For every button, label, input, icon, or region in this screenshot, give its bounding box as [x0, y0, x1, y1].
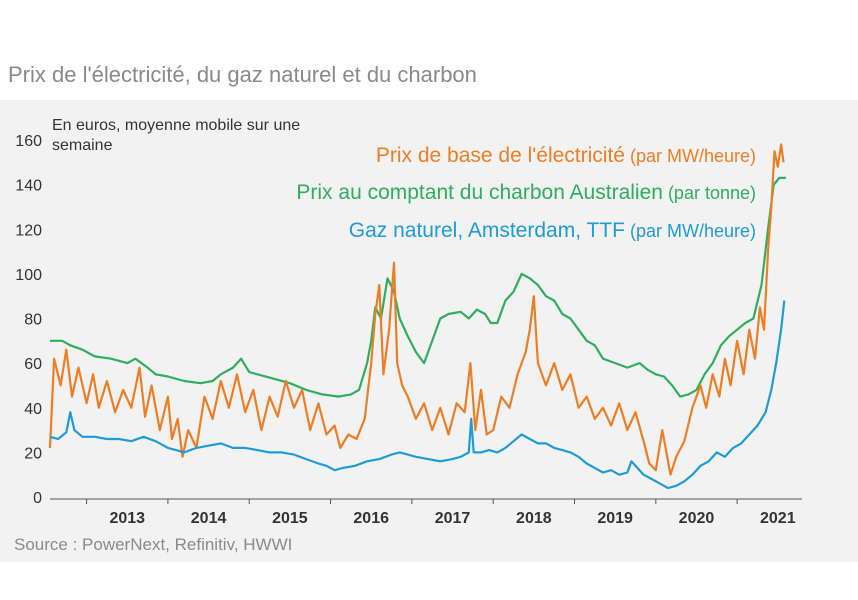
x-tick-label: 2019 [597, 510, 633, 527]
unit-note-line-2: semaine [52, 137, 113, 154]
legend-name: Prix au comptant du charbon Australien [296, 181, 663, 204]
y-tick-label: 80 [24, 312, 42, 329]
x-tick-label: 2015 [272, 510, 308, 527]
y-tick-label: 0 [33, 490, 42, 507]
y-tick-label: 120 [15, 222, 42, 239]
legend-unit: (par MW/heure) [625, 146, 756, 166]
x-tick-label: 2018 [516, 510, 552, 527]
chart-title: Prix de l'électricité, du gaz naturel et… [8, 62, 477, 87]
x-axis: 2013 2014 2015 2016 2017 2018 2019 2020 2021 [50, 498, 802, 527]
x-tick-label: 2020 [679, 510, 715, 527]
legend-item-2: Prix au comptant du charbon Australien (… [296, 181, 756, 204]
legend: Prix de base de l'électricité (par MW/he… [296, 144, 756, 242]
x-tick-label: 2014 [191, 510, 227, 527]
series-line-2 [50, 176, 786, 398]
series-line-3 [49, 300, 786, 490]
y-tick-label: 60 [24, 356, 42, 373]
y-tick-label: 40 [24, 401, 42, 418]
y-tick-label: 140 [15, 178, 42, 195]
source-note: Source : PowerNext, Refinitiv, HWWI [14, 535, 293, 554]
legend-item-3: Gaz naturel, Amsterdam, TTF (par MW/heur… [349, 219, 756, 242]
x-tick-label: 2021 [760, 510, 796, 527]
legend-unit: (par MW/heure) [625, 221, 756, 241]
y-tick-label: 160 [15, 133, 42, 150]
series-lines [48, 143, 786, 490]
legend-unit: (par tonne) [663, 183, 756, 203]
x-tick-label: 2016 [353, 510, 389, 527]
legend-name: Gaz naturel, Amsterdam, TTF [349, 219, 625, 242]
series-line-1 [48, 143, 785, 476]
x-tick-label: 2017 [435, 510, 471, 527]
unit-note-line-1: En euros, moyenne mobile sur une [52, 117, 300, 134]
y-tick-label: 100 [15, 267, 42, 284]
legend-item-1: Prix de base de l'électricité (par MW/he… [376, 144, 756, 167]
chart-panel: 0 20 40 60 80 100 120 140 160 2013 2014 2015 2016 20… [0, 100, 858, 562]
legend-name: Prix de base de l'électricité [376, 144, 625, 167]
x-tick-label: 2013 [109, 510, 145, 527]
y-tick-label: 20 [24, 445, 42, 462]
y-axis: 0 20 40 60 80 100 120 140 160 [15, 133, 42, 507]
